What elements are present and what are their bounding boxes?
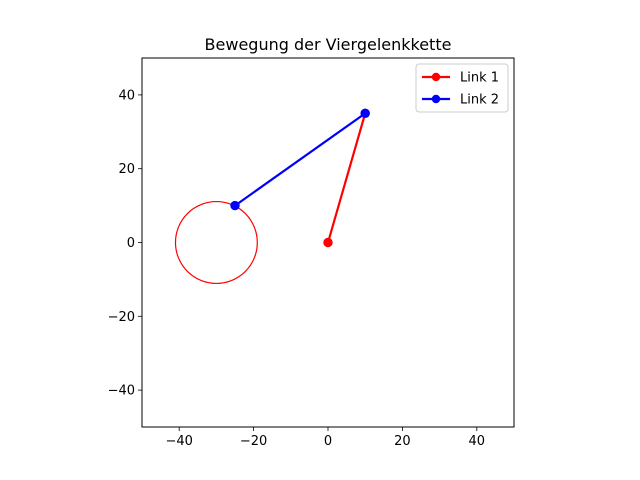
x-tick-label: −40 (165, 434, 192, 449)
y-tick-label: 20 (118, 162, 135, 177)
x-axis: −40 −20 0 20 40 (165, 427, 485, 449)
legend: Link 1 Link 2 (415, 63, 509, 113)
shapes-layer (174, 200, 258, 285)
series-line (326, 113, 367, 243)
series-point (360, 108, 370, 119)
legend-label: Link 2 (460, 93, 499, 108)
y-tick-label: 40 (118, 88, 135, 103)
legend-entry: Link 2 (422, 93, 499, 108)
chart-title: Bewegung der Viergelenkkette (205, 35, 452, 54)
y-tick-label: −20 (108, 310, 135, 325)
y-tick-label: 0 (127, 236, 135, 251)
series-point (230, 200, 240, 211)
x-tick-label: −20 (240, 434, 267, 449)
y-axis: −40 −20 0 20 40 (108, 88, 142, 399)
legend-marker (431, 72, 441, 82)
legend-marker (431, 94, 441, 104)
legend-entry: Link 1 (422, 71, 499, 86)
x-tick-label: 40 (469, 434, 486, 449)
x-tick-label: 0 (324, 434, 332, 449)
series-2 (230, 108, 370, 211)
trajectory-circle (174, 200, 258, 285)
y-tick-label: −40 (108, 384, 135, 399)
series-layer (230, 108, 370, 248)
series-point (323, 237, 333, 248)
series-line (234, 112, 366, 207)
x-tick-label: 20 (394, 434, 411, 449)
legend-label: Link 1 (460, 71, 499, 86)
